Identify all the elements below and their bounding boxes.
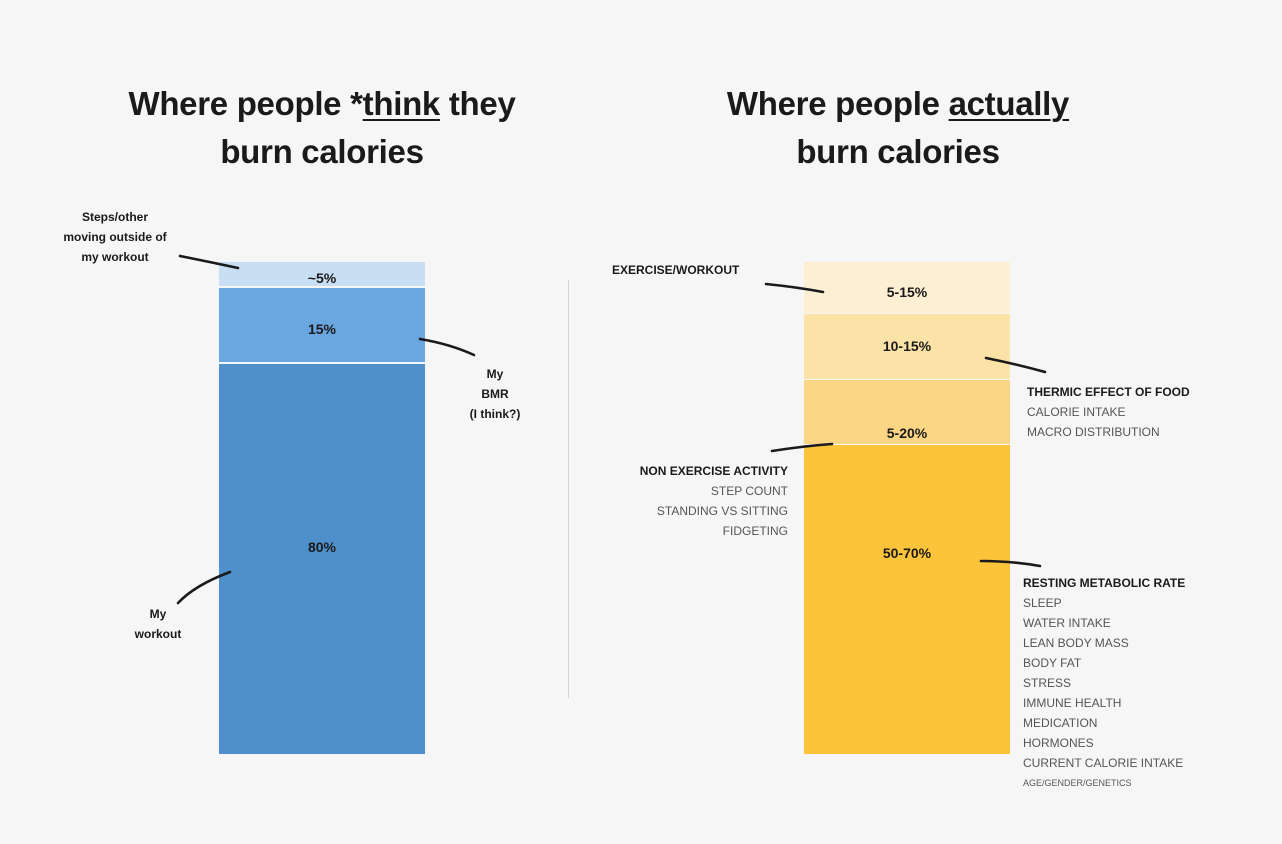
bar-segment-3: 5-15% — [804, 262, 1010, 314]
bar-segment-label: ~5% — [307, 270, 337, 286]
connector-tef — [984, 356, 1047, 374]
rmr-label: RESTING METABOLIC RATE SLEEP WATER INTAK… — [1023, 576, 1186, 788]
workout-label: My workout — [134, 607, 182, 641]
divider-line — [568, 280, 569, 698]
bar-segment-label: 15% — [307, 321, 337, 338]
bar-segment-label: 5-20% — [886, 424, 928, 441]
bar-segment-label: 5-15% — [886, 284, 928, 300]
bar-segment-1: 5-20% — [804, 379, 1010, 445]
neat-label: NON EXERCISE ACTIVITY STEP COUNT STANDIN… — [639, 464, 788, 538]
bar-segment-label: 80% — [307, 538, 337, 555]
bmr-label: My BMR (I think?) — [469, 367, 521, 421]
bar-segment-2: ~5% — [219, 262, 425, 287]
right-chart-title: Where people actually burn calories — [726, 85, 1070, 170]
bar-segment-0: 50-70% — [804, 445, 1010, 754]
left-chart-title: Where people *think they burn calories — [128, 85, 516, 170]
tef-label: THERMIC EFFECT OF FOOD CALORIE INTAKE MA… — [1027, 385, 1190, 439]
connector-rmr — [979, 559, 1042, 568]
bar-segment-1: 15% — [219, 288, 425, 362]
bar-segment-0: 80% — [219, 363, 425, 754]
connector-neat — [770, 442, 834, 453]
bar-segment-label: 10-15% — [882, 338, 932, 355]
bar-segment-label: 50-70% — [882, 545, 932, 562]
connector-workout — [176, 570, 232, 605]
connector-steps — [178, 254, 240, 270]
steps-label: Steps/other moving outside of my workout — [63, 210, 167, 264]
connector-exercise — [764, 282, 825, 294]
exercise-label: EXERCISE/WORKOUT — [612, 263, 740, 277]
bar-segment-2: 10-15% — [804, 314, 1010, 379]
connector-bmr — [418, 337, 476, 357]
